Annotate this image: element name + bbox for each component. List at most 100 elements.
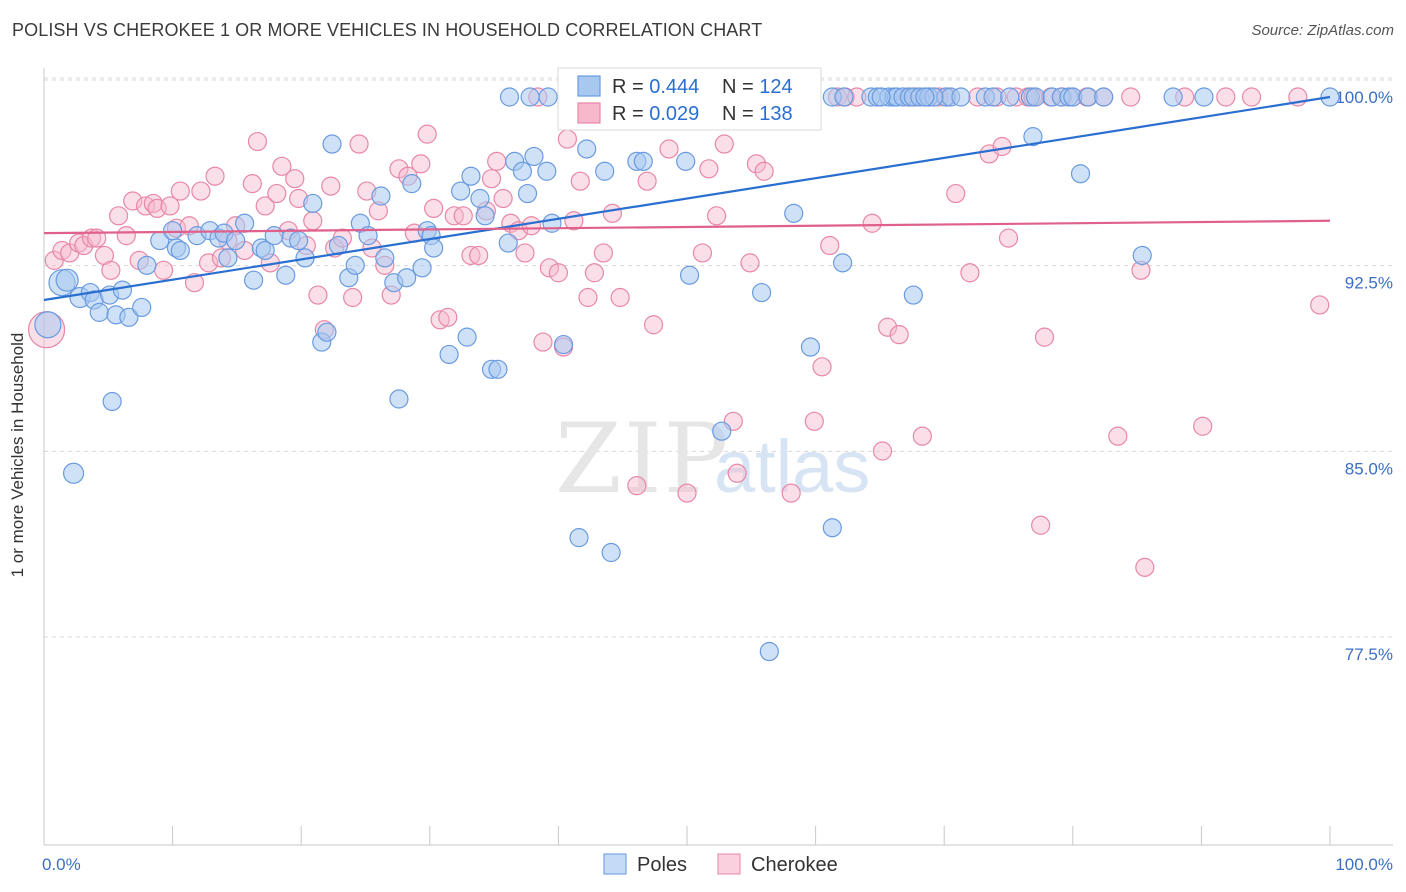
poles-point-43 xyxy=(371,186,391,206)
poles-point-119 xyxy=(822,518,842,538)
cherokee-point-91 xyxy=(659,139,679,159)
poles-point-13 xyxy=(102,391,122,412)
cherokee-point-98 xyxy=(706,206,727,226)
bottom-legend-swatch-cherokee xyxy=(717,853,741,875)
poles-point-56 xyxy=(461,166,481,186)
legend-poles-r-value: 0.444 xyxy=(649,76,699,98)
svg-text:N = 138: N = 138 xyxy=(722,103,793,125)
poles-point-78 xyxy=(569,528,589,548)
cherokee-point-74 xyxy=(533,332,553,352)
cherokee-point-11 xyxy=(116,226,136,246)
bottom-legend-label-cherokee: Cherokee xyxy=(751,854,838,876)
cherokee-point-20 xyxy=(170,181,190,201)
cherokee-point-58 xyxy=(424,198,444,218)
cherokee-point-64 xyxy=(469,245,489,266)
cherokee-point-23 xyxy=(191,181,211,201)
svg-text:R = 0.029: R = 0.029 xyxy=(612,103,699,125)
poles-point-81 xyxy=(601,542,621,563)
poles-point-114 xyxy=(1025,87,1046,107)
cherokee-point-138 xyxy=(1034,327,1055,347)
poles-point-52 xyxy=(424,238,444,258)
poles-point-65 xyxy=(524,146,544,167)
cherokee-point-85 xyxy=(610,287,630,308)
cherokee-point-108 xyxy=(781,483,801,503)
cherokee-point-145 xyxy=(1121,87,1141,107)
poles-point-111 xyxy=(983,87,1003,107)
cherokee-point-34 xyxy=(267,183,287,204)
cherokee-point-83 xyxy=(593,243,614,263)
poles-point-54 xyxy=(451,181,471,201)
cherokee-point-137 xyxy=(1031,515,1051,535)
poles-point-68 xyxy=(553,334,574,355)
cherokee-point-78 xyxy=(557,129,578,149)
cherokee-point-72 xyxy=(521,216,541,236)
cherokee-point-118 xyxy=(872,441,893,461)
cherokee-point-75 xyxy=(539,258,559,278)
poles-point-112 xyxy=(1000,87,1020,107)
poles-point-58 xyxy=(475,206,495,226)
poles-point-44 xyxy=(375,248,395,268)
poles-point-118 xyxy=(1070,164,1091,184)
cherokee-point-133 xyxy=(998,228,1019,248)
poles-point-69 xyxy=(499,87,520,107)
poles-point-71 xyxy=(538,87,558,107)
poles-point-47 xyxy=(397,268,417,288)
cherokee-point-4 xyxy=(69,233,89,253)
cherokee-point-30 xyxy=(242,174,262,194)
cherokee-point-144 xyxy=(1108,426,1128,446)
cherokee-point-40 xyxy=(303,211,323,231)
x-tick-label-max: 100.0% xyxy=(1335,855,1393,874)
cherokee-point-151 xyxy=(1241,87,1262,107)
x-tick-marks xyxy=(172,826,1331,845)
poles-point-63 xyxy=(512,161,532,181)
poles-point-66 xyxy=(537,161,557,181)
cherokee-point-17 xyxy=(153,260,174,280)
cherokee-point-63 xyxy=(461,245,481,266)
cherokee-point-68 xyxy=(493,188,513,209)
cherokee-point-96 xyxy=(692,243,713,263)
poles-point-0 xyxy=(34,311,62,339)
legend-poles-n-value: 124 xyxy=(759,76,792,98)
cherokee-point-150 xyxy=(1216,87,1236,107)
cherokee-point-128 xyxy=(960,263,980,283)
legend-poles-n-label: N = xyxy=(722,76,759,98)
poles-point-61 xyxy=(498,233,518,253)
poles-point-36 xyxy=(317,322,337,342)
watermark-atlas: atlas xyxy=(714,425,870,508)
stats-legend: R = 0.444 N = 124 R = 0.029 N = 138 xyxy=(557,67,822,131)
cherokee-point-104 xyxy=(754,161,774,181)
poles-point-11 xyxy=(132,297,152,318)
poles-point-93 xyxy=(800,337,821,357)
poles-point-37 xyxy=(322,134,342,154)
poles-point-96 xyxy=(834,87,854,107)
cherokee-point-41 xyxy=(308,285,328,305)
y-tick-label-1: 85.0% xyxy=(1345,459,1393,478)
poles-point-2 xyxy=(55,268,79,292)
cherokee-point-22 xyxy=(184,273,205,293)
poles-point-46 xyxy=(389,389,409,409)
cherokee-point-66 xyxy=(481,169,502,189)
legend-swatch-poles xyxy=(577,75,601,97)
poles-point-12 xyxy=(62,462,85,484)
cherokee-point-147 xyxy=(1135,557,1155,577)
cherokee-point-76 xyxy=(548,263,569,283)
y-tick-label-3: 100.0% xyxy=(1335,88,1393,107)
cherokee-point-102 xyxy=(740,253,760,273)
cherokee-point-59 xyxy=(430,310,450,330)
legend-cherokee-r-value: 0.029 xyxy=(649,103,699,125)
poles-point-10 xyxy=(119,307,139,327)
poles-point-129 xyxy=(1163,87,1183,107)
cherokee-point-103 xyxy=(746,154,767,174)
poles-point-25 xyxy=(235,213,255,233)
poles-point-9 xyxy=(112,280,133,300)
cherokee-point-18 xyxy=(160,196,180,216)
cherokee-point-35 xyxy=(272,156,292,176)
cherokee-point-14 xyxy=(135,196,156,216)
cherokee-point-111 xyxy=(804,411,824,431)
poles-point-86 xyxy=(712,421,732,441)
cherokee-point-97 xyxy=(699,159,719,179)
poles-point-53 xyxy=(439,344,459,365)
cherokee-point-71 xyxy=(515,243,535,263)
cherokee-point-127 xyxy=(946,183,966,204)
